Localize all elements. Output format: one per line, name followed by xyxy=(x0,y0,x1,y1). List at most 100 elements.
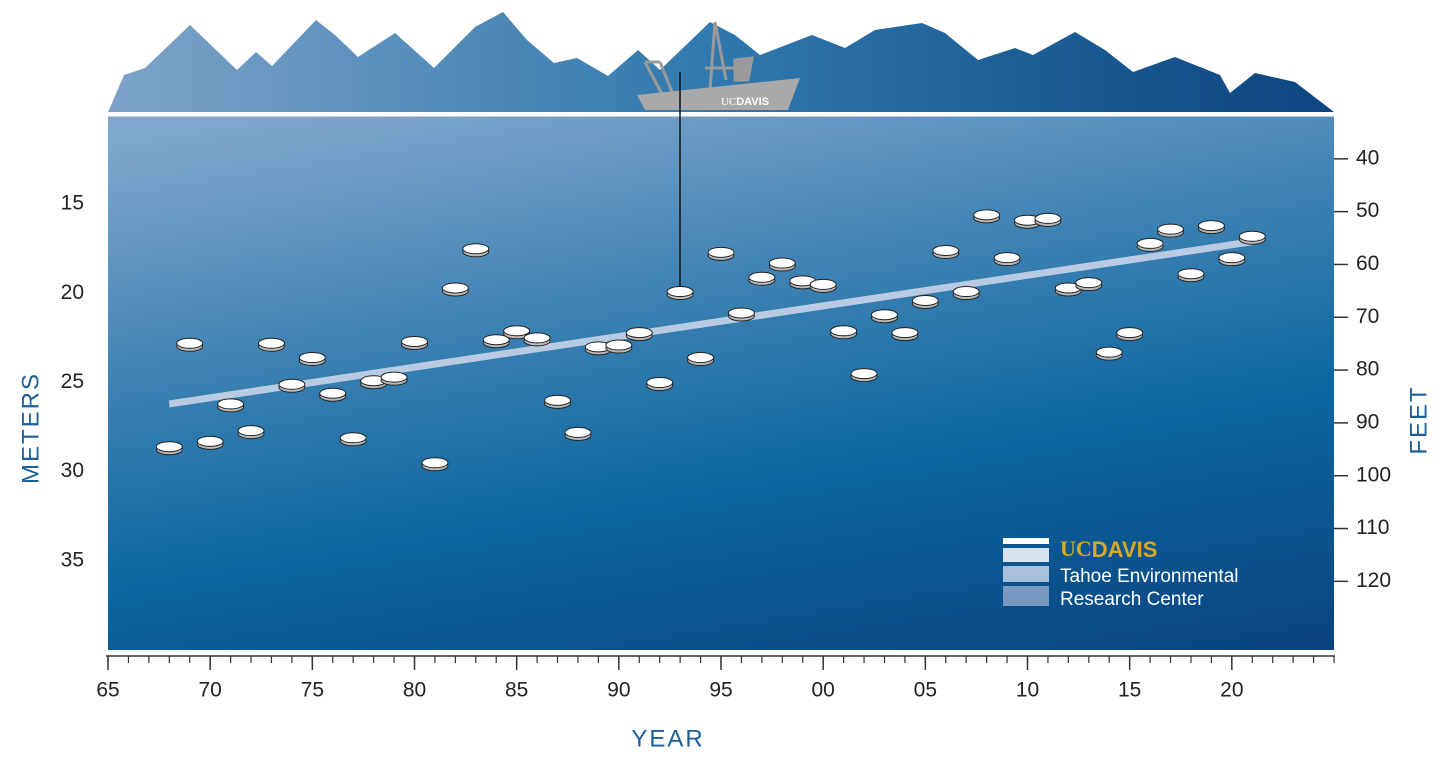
y2-tick-label: 90 xyxy=(1356,410,1379,433)
y2-tick-label: 70 xyxy=(1356,305,1379,328)
disk-top xyxy=(299,353,325,363)
disk-top xyxy=(708,247,734,257)
y-tick-label: 35 xyxy=(61,548,84,571)
secchi-disk xyxy=(953,287,979,300)
disk-top xyxy=(422,458,448,468)
disk-top xyxy=(565,427,591,437)
disk-top xyxy=(1076,278,1102,288)
y2-tick-label: 50 xyxy=(1356,199,1379,222)
disk-top xyxy=(463,244,489,254)
disk-top xyxy=(606,340,632,350)
chart: UCDAVIS UCDAVIS Tahoe Environmental Rese… xyxy=(0,0,1446,755)
secchi-disk xyxy=(1158,224,1184,237)
secchi-disk xyxy=(279,379,305,392)
disk-top xyxy=(218,399,244,409)
secchi-disk xyxy=(545,395,571,408)
y2-tick-label: 120 xyxy=(1356,569,1391,592)
secchi-disk xyxy=(1219,253,1245,266)
disk-top xyxy=(197,436,223,446)
disk-top xyxy=(258,338,284,348)
disk-top xyxy=(442,283,468,293)
disk-top xyxy=(320,388,346,398)
x-tick-label: 70 xyxy=(198,679,221,702)
secchi-disk xyxy=(238,426,264,439)
secchi-disk xyxy=(340,433,366,446)
secchi-disk xyxy=(422,458,448,471)
disk-top xyxy=(749,272,775,282)
disk-top xyxy=(647,378,673,388)
secchi-disk xyxy=(1096,347,1122,360)
secchi-disk xyxy=(463,244,489,257)
secchi-disk xyxy=(381,372,407,385)
secchi-disk xyxy=(810,279,836,292)
disk-top xyxy=(279,379,305,389)
disk-top xyxy=(1198,221,1224,231)
secchi-disk xyxy=(1117,328,1143,341)
disk-top xyxy=(504,326,530,336)
disk-top xyxy=(994,253,1020,263)
secchi-disk xyxy=(647,378,673,391)
y-tick-label: 30 xyxy=(61,459,84,482)
secchi-disk xyxy=(156,442,182,455)
x-axis-label: YEAR xyxy=(631,725,704,752)
disk-top xyxy=(1137,238,1163,248)
disk-top xyxy=(831,326,857,336)
secchi-disk xyxy=(197,436,223,449)
disk-top xyxy=(524,333,550,343)
secchi-disk xyxy=(851,369,877,382)
secchi-disk xyxy=(402,336,428,349)
secchi-disk xyxy=(524,333,550,346)
x-tick-label: 05 xyxy=(914,679,937,702)
y-axis-label: METERS xyxy=(17,372,44,484)
logo-title: UCDAVIS xyxy=(1060,536,1157,562)
disk-top xyxy=(177,338,203,348)
secchi-disk xyxy=(218,399,244,412)
secchi-disk xyxy=(892,328,918,341)
secchi-disk xyxy=(1137,238,1163,251)
disk-top xyxy=(933,246,959,256)
boat-label: UCDAVIS xyxy=(721,96,769,108)
disk-top xyxy=(953,287,979,297)
secchi-disk xyxy=(912,295,938,308)
disk-top xyxy=(912,295,938,305)
secchi-disk xyxy=(1035,213,1061,226)
secchi-disk xyxy=(749,272,775,285)
disk-top xyxy=(871,310,897,320)
disk-top xyxy=(667,287,693,297)
x-tick-label: 75 xyxy=(301,679,324,702)
secchi-disk xyxy=(606,340,632,353)
secchi-disk xyxy=(728,308,754,321)
disk-top xyxy=(402,336,428,346)
disk-top xyxy=(1158,224,1184,234)
secchi-disk xyxy=(667,287,693,300)
secchi-disk xyxy=(1178,269,1204,282)
x-tick-label: 95 xyxy=(709,679,732,702)
secchi-disk xyxy=(769,258,795,271)
secchi-disk xyxy=(1239,231,1265,244)
x-tick-label: 15 xyxy=(1118,679,1141,702)
secchi-disk xyxy=(177,338,203,351)
disk-top xyxy=(156,442,182,452)
x-tick-label: 80 xyxy=(403,679,426,702)
disk-top xyxy=(1035,213,1061,223)
y2-tick-label: 40 xyxy=(1356,146,1379,169)
disk-top xyxy=(851,369,877,379)
disk-top xyxy=(892,328,918,338)
secchi-disk xyxy=(626,328,652,341)
y2-tick-label: 60 xyxy=(1356,252,1379,275)
x-tick-label: 20 xyxy=(1220,679,1243,702)
disk-top xyxy=(769,258,795,268)
disk-top xyxy=(238,426,264,436)
disk-top xyxy=(1219,253,1245,263)
secchi-disk xyxy=(688,353,714,366)
disk-top xyxy=(1117,328,1143,338)
y-tick-label: 20 xyxy=(61,281,84,304)
disk-top xyxy=(728,308,754,318)
y2-axis-label: FEET xyxy=(1405,385,1432,454)
disk-top xyxy=(688,353,714,363)
secchi-disk xyxy=(320,388,346,401)
secchi-disk xyxy=(299,353,325,366)
disk-top xyxy=(974,210,1000,220)
y2-tick-label: 110 xyxy=(1356,516,1389,539)
secchi-disk xyxy=(994,253,1020,266)
